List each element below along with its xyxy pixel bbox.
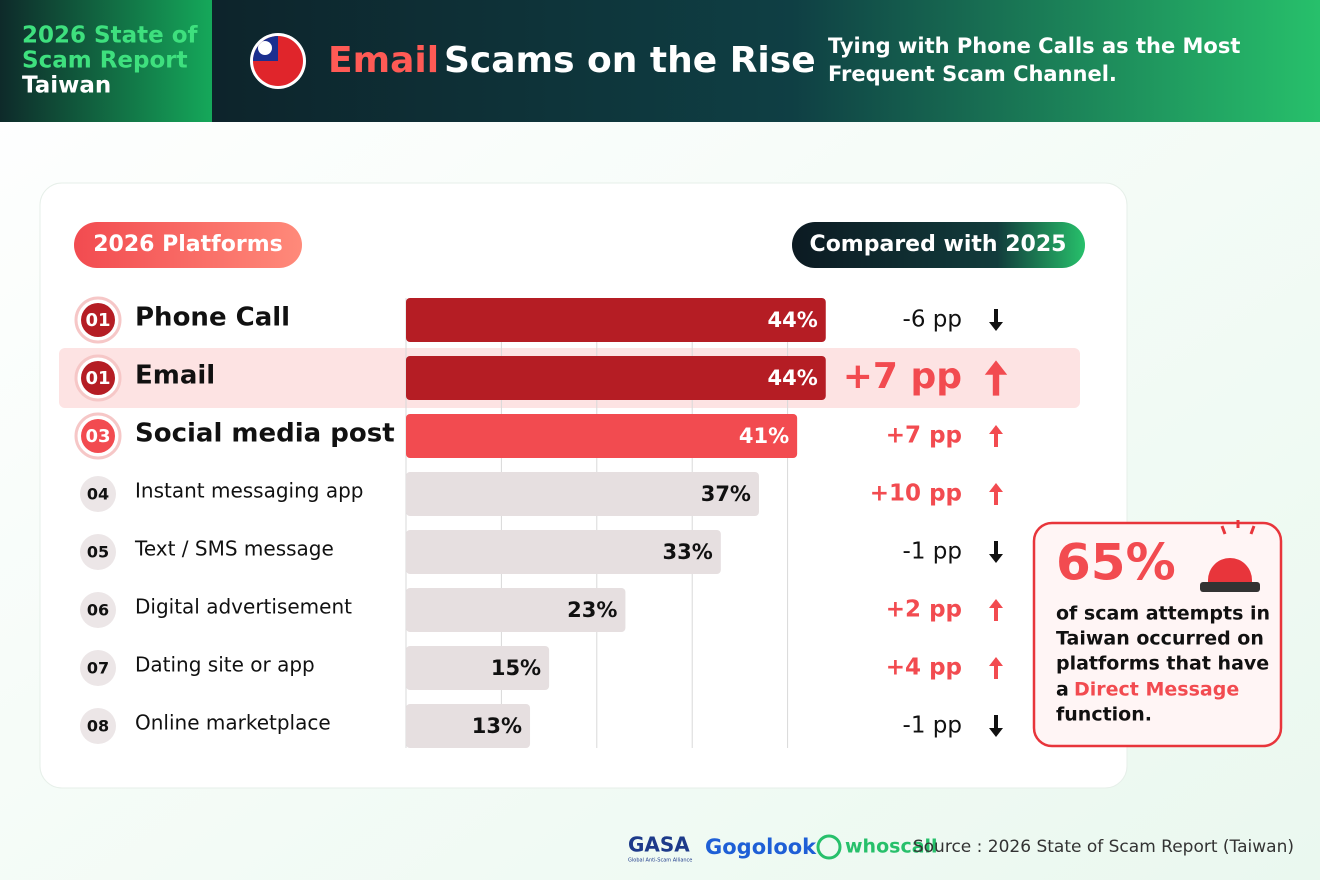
category-label: Social media post bbox=[135, 419, 395, 449]
change-arrow bbox=[989, 483, 1003, 505]
rank: 01 bbox=[85, 310, 110, 331]
rank: 08 bbox=[87, 717, 109, 736]
change-label: +4 pp bbox=[886, 655, 962, 681]
header-band bbox=[0, 0, 1320, 122]
callout: 65% of scam attempts in Taiwan occurred … bbox=[1032, 520, 1283, 748]
change-arrow bbox=[989, 599, 1003, 621]
heading-pill bbox=[74, 222, 302, 268]
rank-badge bbox=[80, 476, 116, 512]
rank: 03 bbox=[85, 426, 110, 447]
rank: 06 bbox=[87, 601, 109, 620]
change-label: +7 pp bbox=[886, 423, 962, 449]
bar bbox=[406, 704, 531, 748]
callout-text: function. bbox=[1056, 704, 1152, 726]
bar bbox=[406, 530, 721, 574]
subtitle: Frequent Scam Channel. bbox=[828, 62, 1117, 86]
callout-text: platforms that have bbox=[1056, 653, 1269, 675]
logo-gasa: GASA bbox=[628, 833, 690, 857]
category-label: Instant messaging app bbox=[135, 479, 363, 503]
rank: 05 bbox=[87, 543, 109, 562]
value-label: 37% bbox=[701, 482, 751, 506]
change-label: -1 pp bbox=[903, 539, 962, 565]
source: Source : 2026 State of Scam Report (Taiw… bbox=[913, 837, 1294, 857]
callout-text: of scam attempts in bbox=[1056, 603, 1270, 625]
bar bbox=[406, 298, 826, 342]
change-label: -6 pp bbox=[903, 307, 962, 333]
bar-chart: 01 Phone Call 44% -6 pp 01 Email 44% +7 pp 03 Soc… bbox=[59, 296, 1080, 748]
rank-badge bbox=[80, 708, 116, 744]
report-title: Scam Report bbox=[22, 48, 188, 74]
title-highlight: Email bbox=[328, 40, 439, 81]
change-label: +2 pp bbox=[886, 597, 962, 623]
value-label: 41% bbox=[739, 424, 789, 448]
rank-badge bbox=[80, 592, 116, 628]
bar bbox=[406, 646, 550, 690]
value-label: 33% bbox=[663, 540, 713, 564]
change-arrow bbox=[989, 425, 1003, 447]
title: Scams on the Rise bbox=[444, 40, 816, 81]
change-arrow bbox=[989, 657, 1003, 679]
report-title: 2026 State of bbox=[22, 23, 199, 49]
category-label: Online marketplace bbox=[135, 711, 331, 735]
rank: 01 bbox=[85, 368, 110, 389]
change-label: +10 pp bbox=[870, 481, 962, 507]
bar bbox=[406, 472, 759, 516]
callout-number: 65% bbox=[1056, 534, 1176, 592]
callout-text: Taiwan occurred on bbox=[1056, 628, 1264, 650]
rank-badge bbox=[81, 361, 115, 395]
bar bbox=[406, 414, 798, 458]
rank-badge bbox=[81, 419, 115, 453]
subtitle: Tying with Phone Calls as the Most bbox=[828, 34, 1240, 58]
category-label: Phone Call bbox=[135, 303, 290, 333]
bar bbox=[406, 356, 826, 400]
logo-icon bbox=[816, 834, 842, 860]
bar bbox=[406, 588, 626, 632]
callout-text: a bbox=[1056, 679, 1069, 701]
report-country: Taiwan bbox=[22, 73, 111, 99]
value-label: 23% bbox=[567, 598, 617, 622]
logo-whoscall: whoscall bbox=[845, 836, 938, 858]
heading-pill bbox=[792, 222, 1085, 268]
change-arrow bbox=[984, 360, 1008, 396]
category-label: Email bbox=[135, 361, 215, 391]
category-label: Dating site or app bbox=[135, 653, 315, 677]
change-label: +7 pp bbox=[843, 356, 962, 397]
value-label: 44% bbox=[767, 308, 817, 332]
right-heading: Compared with 2025 bbox=[810, 232, 1067, 257]
rank: 07 bbox=[87, 659, 109, 678]
change-arrow bbox=[989, 309, 1003, 331]
rank-badge bbox=[81, 303, 115, 337]
logo-gasa-sub: Global Anti-Scam Alliance bbox=[628, 858, 692, 864]
rank-badge bbox=[80, 534, 116, 570]
value-label: 13% bbox=[472, 714, 522, 738]
category-label: Digital advertisement bbox=[135, 595, 352, 619]
value-label: 44% bbox=[767, 366, 817, 390]
category-label: Text / SMS message bbox=[134, 537, 334, 561]
callout-highlight: Direct Message bbox=[1074, 679, 1239, 701]
rank-badge bbox=[80, 650, 116, 686]
change-arrow bbox=[989, 541, 1003, 563]
change-label: -1 pp bbox=[903, 713, 962, 739]
change-arrow bbox=[989, 715, 1003, 737]
left-heading: 2026 Platforms bbox=[93, 232, 282, 257]
value-label: 15% bbox=[491, 656, 541, 680]
header-left-block bbox=[0, 0, 212, 122]
rank: 04 bbox=[87, 485, 109, 504]
logo-gogolook: Gogolook bbox=[705, 835, 817, 859]
